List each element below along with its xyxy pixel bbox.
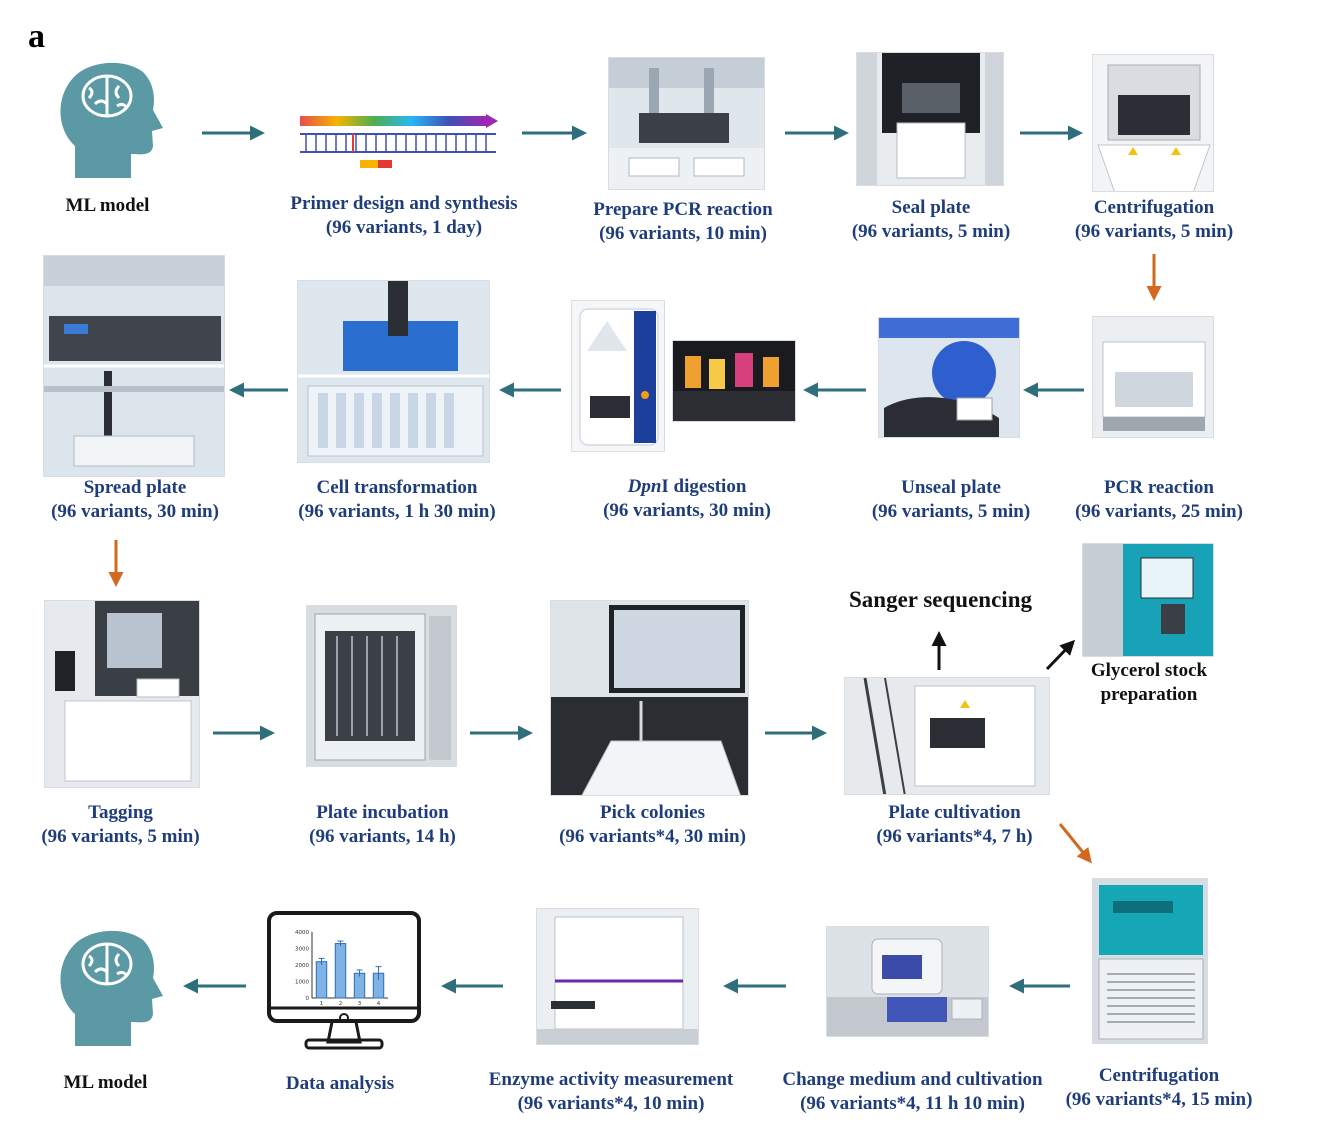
unseal-plate-title: Unseal plate bbox=[901, 477, 1001, 498]
prepare-pcr-label: Prepare PCR reaction (96 variants, 10 mi… bbox=[578, 198, 788, 246]
primer-design-detail: (96 variants, 1 day) bbox=[325, 217, 483, 238]
cell-transformation-detail: (96 variants, 1 h 30 min) bbox=[298, 501, 496, 522]
pick-colonies-label: Pick colonies (96 variants*4, 30 min) bbox=[545, 801, 760, 849]
primer-design-title: Primer design and synthesis bbox=[290, 193, 518, 214]
panel-label: a bbox=[28, 18, 45, 55]
centrifugation-1-label: Centrifugation (96 variants, 5 min) bbox=[1064, 196, 1244, 244]
centrifugation-2-label: Centrifugation (96 variants*4, 15 min) bbox=[1054, 1064, 1264, 1112]
mini-chart-x-tick: 2 bbox=[339, 1001, 343, 1007]
mini-chart-y-tick: 1000 bbox=[295, 980, 309, 986]
centrifugation-2-detail: (96 variants*4, 15 min) bbox=[1065, 1089, 1253, 1110]
enzyme-activity-photo bbox=[536, 908, 699, 1045]
mini-bar-chart: 0 1000 2000 3000 4000 1 2 3 4 bbox=[295, 930, 388, 1007]
mini-chart-x-tick: 3 bbox=[358, 1001, 362, 1007]
spread-plate-label: Spread plate (96 variants, 30 min) bbox=[40, 476, 230, 524]
tagging-photo bbox=[44, 600, 200, 788]
prepare-pcr-title: Prepare PCR reaction bbox=[593, 199, 773, 220]
spread-plate-photo bbox=[43, 255, 225, 477]
enzyme-activity-title: Enzyme activity measurement bbox=[488, 1069, 734, 1090]
arrow-cultivation-to-glycerol bbox=[1045, 639, 1076, 671]
enzyme-activity-label: Enzyme activity measurement (96 variants… bbox=[476, 1068, 746, 1116]
change-medium-title: Change medium and cultivation bbox=[782, 1069, 1043, 1090]
tagging-label: Tagging (96 variants, 5 min) bbox=[28, 801, 213, 849]
dpni-instrument-photo bbox=[571, 300, 665, 452]
dna-primer-icon bbox=[298, 112, 500, 174]
dpni-digestion-label: DpnI digestion (96 variants, 30 min) bbox=[592, 475, 782, 523]
dpni-italic: Dpn bbox=[627, 476, 662, 497]
cell-transformation-label: Cell transformation (96 variants, 1 h 30… bbox=[286, 476, 508, 524]
prepare-pcr-detail: (96 variants, 10 min) bbox=[599, 223, 767, 244]
glycerol-stock-title: Glycerol stock bbox=[1090, 660, 1208, 681]
dpni-digestion-detail: (96 variants, 30 min) bbox=[603, 500, 771, 521]
ml-model-end-head-icon bbox=[55, 926, 165, 1051]
seal-plate-title: Seal plate bbox=[891, 197, 971, 218]
prepare-pcr-photo bbox=[608, 57, 765, 190]
seal-plate-label: Seal plate (96 variants, 5 min) bbox=[846, 196, 1016, 244]
cell-transformation-title: Cell transformation bbox=[316, 477, 478, 498]
unseal-plate-label: Unseal plate (96 variants, 5 min) bbox=[862, 476, 1040, 524]
spread-plate-title: Spread plate bbox=[83, 477, 187, 498]
glycerol-stock-label: Glycerol stock preparation bbox=[1060, 659, 1238, 707]
pcr-reaction-label: PCR reaction (96 variants, 25 min) bbox=[1064, 476, 1254, 524]
pcr-reaction-detail: (96 variants, 25 min) bbox=[1075, 501, 1243, 522]
change-medium-detail: (96 variants*4, 11 h 10 min) bbox=[800, 1093, 1025, 1114]
spread-plate-detail: (96 variants, 30 min) bbox=[51, 501, 219, 522]
plate-incubation-label: Plate incubation (96 variants, 14 h) bbox=[290, 801, 475, 849]
sanger-sequencing-label: Sanger sequencing bbox=[849, 587, 1032, 612]
glycerol-stock-photo bbox=[1082, 543, 1214, 657]
pcr-reaction-title: PCR reaction bbox=[1104, 477, 1214, 498]
glycerol-stock-title2: preparation bbox=[1100, 684, 1198, 705]
change-medium-label: Change medium and cultivation (96 varian… bbox=[770, 1068, 1055, 1116]
unseal-plate-detail: (96 variants, 5 min) bbox=[871, 501, 1031, 522]
plate-cultivation-label: Plate cultivation (96 variants*4, 7 h) bbox=[852, 801, 1057, 849]
plate-incubation-photo bbox=[306, 605, 457, 767]
dpni-tubes-photo bbox=[672, 340, 796, 422]
ml-model-end-label: ML model bbox=[63, 1072, 148, 1093]
monitor-bar-chart-icon: 0 1000 2000 3000 4000 1 2 3 4 bbox=[266, 910, 422, 1052]
data-analysis-label: Data analysis bbox=[285, 1073, 395, 1094]
cell-transformation-photo bbox=[297, 280, 490, 463]
ml-model-start-head-icon bbox=[55, 58, 165, 183]
change-medium-photo bbox=[826, 926, 989, 1037]
mini-chart-x-tick: 1 bbox=[320, 1001, 324, 1007]
centrifugation-1-photo bbox=[1092, 54, 1214, 192]
tagging-detail: (96 variants, 5 min) bbox=[41, 826, 200, 847]
arrow-cultivation-to-centrifuge2 bbox=[1058, 823, 1092, 864]
plate-cultivation-detail: (96 variants*4, 7 h) bbox=[876, 826, 1033, 847]
ml-model-start-label: ML model bbox=[65, 195, 150, 216]
tagging-title: Tagging bbox=[88, 802, 153, 823]
unseal-plate-photo bbox=[878, 317, 1020, 438]
plate-cultivation-photo bbox=[844, 677, 1050, 795]
mini-chart-x-tick: 4 bbox=[377, 1001, 381, 1007]
dpni-rest: I digestion bbox=[661, 476, 747, 497]
seal-plate-photo bbox=[856, 52, 1004, 186]
mini-chart-y-tick: 4000 bbox=[295, 930, 309, 936]
enzyme-activity-detail: (96 variants*4, 10 min) bbox=[517, 1093, 705, 1114]
mini-chart-y-tick: 0 bbox=[306, 996, 310, 1002]
centrifugation-2-photo bbox=[1092, 878, 1208, 1044]
plate-cultivation-title: Plate cultivation bbox=[888, 802, 1021, 823]
mini-chart-y-tick: 2000 bbox=[295, 963, 309, 969]
plate-incubation-detail: (96 variants, 14 h) bbox=[309, 826, 456, 847]
pick-colonies-title: Pick colonies bbox=[599, 802, 706, 823]
seal-plate-detail: (96 variants, 5 min) bbox=[851, 221, 1011, 242]
primer-design-label: Primer design and synthesis (96 variants… bbox=[264, 192, 544, 240]
centrifugation-1-title: Centrifugation bbox=[1093, 197, 1215, 218]
dpni-digestion-title: DpnI digestion bbox=[592, 475, 782, 499]
pick-colonies-photo bbox=[550, 600, 749, 796]
pcr-reaction-photo bbox=[1092, 316, 1214, 438]
centrifugation-2-title: Centrifugation bbox=[1098, 1065, 1220, 1086]
plate-incubation-title: Plate incubation bbox=[316, 802, 449, 823]
mini-chart-y-tick: 3000 bbox=[295, 947, 309, 953]
pick-colonies-detail: (96 variants*4, 30 min) bbox=[559, 826, 746, 847]
centrifugation-1-detail: (96 variants, 5 min) bbox=[1074, 221, 1234, 242]
